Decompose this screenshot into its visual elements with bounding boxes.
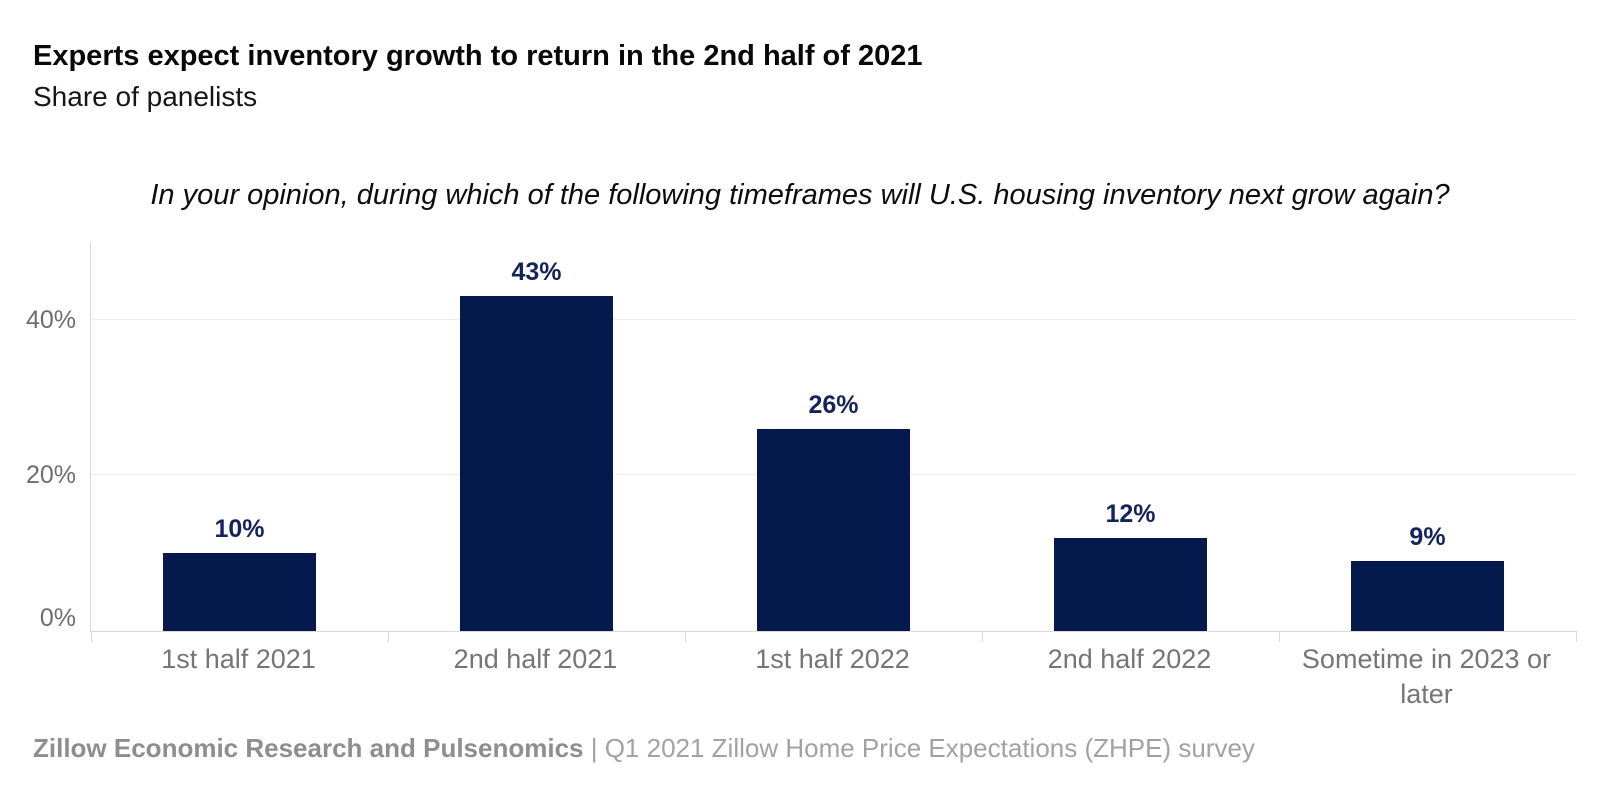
source-detail: | Q1 2021 Zillow Home Price Expectations… [583, 733, 1255, 763]
x-axis-tick [388, 631, 389, 642]
x-axis-tick [982, 631, 983, 642]
bar-group: 12% [982, 242, 1279, 631]
x-axis-tick [685, 631, 686, 642]
bar-group: 26% [685, 242, 982, 631]
bar-value-label: 26% [808, 390, 859, 419]
bar [460, 296, 613, 631]
y-tick-label: 0% [39, 604, 76, 632]
x-axis-tick [1279, 631, 1280, 642]
survey-question: In your opinion, during which of the fol… [150, 179, 1450, 211]
bar [1054, 537, 1207, 631]
x-axis-label: 1st half 2021 [161, 644, 316, 674]
bar-value-label: 43% [511, 258, 562, 287]
chart-subtitle: Share of panelists [33, 81, 258, 112]
chart-title: Experts expect inventory growth to retur… [33, 40, 923, 72]
x-axis-labels: 1st half 2021 2nd half 2021 1st half 2022 2… [90, 642, 1575, 712]
y-tick-label: 20% [25, 461, 76, 490]
bar [757, 428, 910, 631]
bar-group: 43% [388, 242, 685, 631]
x-axis-label: 1st half 2022 [755, 644, 910, 674]
x-axis-label: Sometime in 2023 or later [1301, 644, 1552, 709]
bars-row: 10% 43% 26% 12% 9% [91, 242, 1576, 631]
x-axis-tick [91, 631, 92, 642]
plot-area: 10% 43% 26% 12% 9% [90, 242, 1577, 642]
bar [163, 553, 316, 631]
bar-group: 9% [1279, 242, 1576, 631]
bar-value-label: 12% [1105, 499, 1156, 528]
x-axis-label: 2nd half 2022 [1047, 644, 1212, 674]
bar-value-label: 10% [214, 515, 265, 544]
bar-value-label: 9% [1409, 522, 1446, 551]
bar [1351, 560, 1504, 631]
y-tick-label: 40% [25, 305, 76, 334]
x-axis-label: 2nd half 2021 [453, 644, 618, 674]
gridline-40 [91, 318, 1576, 320]
source-name: Zillow Economic Research and Pulsenomics [33, 733, 584, 763]
title-block: Experts expect inventory growth to retur… [33, 38, 923, 114]
y-axis-labels: 0% 20% 40% [0, 242, 76, 631]
bar-group: 10% [91, 242, 388, 631]
source-footer: Zillow Economic Research and Pulsenomics… [33, 733, 1255, 764]
x-axis-tick [1576, 631, 1577, 642]
